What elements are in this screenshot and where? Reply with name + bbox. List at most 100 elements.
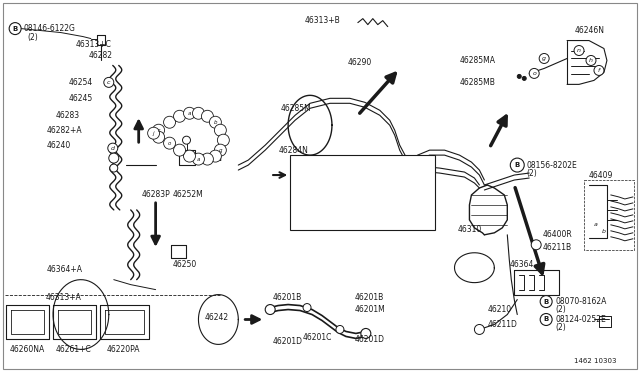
Circle shape — [193, 107, 204, 119]
Circle shape — [294, 212, 306, 224]
Text: a: a — [196, 157, 200, 161]
Text: 46364: 46364 — [509, 260, 534, 269]
Text: (1)[1196-    ]: (1)[1196- ] — [310, 222, 355, 229]
Text: B: B — [543, 299, 548, 305]
Text: 46242: 46242 — [204, 313, 228, 322]
Text: B: B — [13, 26, 18, 32]
Circle shape — [110, 164, 118, 172]
Circle shape — [594, 65, 604, 76]
Text: 46285M: 46285M — [280, 104, 311, 113]
Text: a: a — [594, 222, 598, 227]
Text: 08146-6352G: 08146-6352G — [310, 197, 358, 203]
Text: d: d — [111, 146, 115, 151]
Text: 46310: 46310 — [458, 225, 482, 234]
Text: 46285MB: 46285MB — [460, 78, 495, 87]
Text: 46201C: 46201C — [303, 333, 332, 342]
Text: 46201B: 46201B — [272, 293, 301, 302]
Circle shape — [298, 181, 306, 189]
Text: 46260NA: 46260NA — [10, 345, 45, 354]
Text: B: B — [543, 317, 548, 323]
Text: 46201D: 46201D — [272, 337, 302, 346]
Text: [1095-1196]: [1095-1196] — [311, 189, 355, 195]
Text: 46261+C: 46261+C — [56, 345, 92, 354]
Text: 46220PA: 46220PA — [107, 345, 141, 354]
Text: h: h — [589, 58, 593, 63]
Text: 46211B: 46211B — [542, 243, 572, 252]
Text: 46210: 46210 — [488, 305, 511, 314]
Text: j: j — [153, 131, 154, 136]
Text: n: n — [577, 48, 581, 53]
Circle shape — [540, 296, 552, 308]
Circle shape — [574, 45, 584, 55]
Text: 46283: 46283 — [56, 111, 80, 120]
FancyBboxPatch shape — [290, 155, 435, 230]
Text: 46242W: 46242W — [293, 170, 324, 180]
Text: 46201B: 46201B — [355, 293, 384, 302]
Circle shape — [209, 116, 221, 128]
Text: c: c — [107, 80, 111, 85]
Text: o: o — [168, 141, 172, 146]
Text: b: b — [602, 229, 606, 234]
Text: B: B — [515, 162, 520, 168]
Circle shape — [148, 127, 159, 139]
Text: 46283P: 46283P — [141, 190, 170, 199]
Text: a: a — [188, 111, 191, 116]
Text: 46244N: 46244N — [193, 154, 223, 163]
Circle shape — [265, 305, 275, 314]
Text: 46290: 46290 — [348, 58, 372, 67]
Circle shape — [522, 76, 526, 80]
Text: 46201M: 46201M — [355, 305, 386, 314]
Text: 46201D: 46201D — [355, 335, 385, 344]
Text: 46254: 46254 — [69, 78, 93, 87]
Circle shape — [510, 158, 524, 172]
Text: 46211D: 46211D — [488, 320, 517, 329]
Circle shape — [104, 77, 114, 87]
Circle shape — [173, 144, 186, 156]
Circle shape — [539, 54, 549, 64]
Circle shape — [152, 131, 164, 143]
Text: f: f — [598, 68, 600, 73]
Text: 46313+B: 46313+B — [305, 16, 341, 25]
Circle shape — [108, 143, 118, 153]
Text: 46364+A: 46364+A — [47, 265, 83, 274]
Text: 46282: 46282 — [89, 51, 113, 60]
Circle shape — [214, 124, 227, 136]
Circle shape — [540, 314, 552, 326]
Circle shape — [193, 153, 204, 165]
Circle shape — [9, 23, 21, 35]
Circle shape — [586, 55, 596, 65]
Text: 46282+A: 46282+A — [47, 126, 83, 135]
Circle shape — [182, 136, 191, 144]
Text: [1196-: [1196- — [320, 203, 343, 210]
Circle shape — [336, 326, 344, 333]
Circle shape — [214, 144, 227, 156]
Circle shape — [202, 110, 213, 122]
Text: 46284N: 46284N — [278, 145, 308, 155]
Text: b: b — [214, 120, 217, 125]
Circle shape — [164, 116, 175, 128]
Text: 46409: 46409 — [589, 170, 613, 180]
Text: 08146-6305G: 08146-6305G — [310, 215, 358, 221]
Circle shape — [218, 134, 229, 146]
Circle shape — [184, 150, 195, 162]
Text: 46246N: 46246N — [575, 26, 605, 35]
Text: 1: 1 — [340, 212, 344, 218]
Text: 46400R: 46400R — [542, 230, 572, 239]
Circle shape — [294, 194, 306, 206]
Text: o: o — [532, 71, 536, 76]
Circle shape — [209, 150, 221, 162]
Circle shape — [474, 324, 484, 334]
Circle shape — [173, 110, 186, 122]
Circle shape — [303, 304, 311, 311]
Text: 46252M: 46252M — [173, 190, 204, 199]
Text: 46257[1095-1196]: 46257[1095-1196] — [305, 174, 371, 180]
Text: 46250: 46250 — [173, 260, 197, 269]
Text: r: r — [157, 128, 160, 133]
Circle shape — [184, 107, 195, 119]
Text: 08146-6122G: 08146-6122G — [23, 24, 75, 33]
Circle shape — [109, 153, 119, 163]
Circle shape — [529, 68, 539, 78]
Text: q: q — [219, 148, 222, 153]
Circle shape — [361, 328, 371, 339]
Circle shape — [152, 124, 164, 136]
